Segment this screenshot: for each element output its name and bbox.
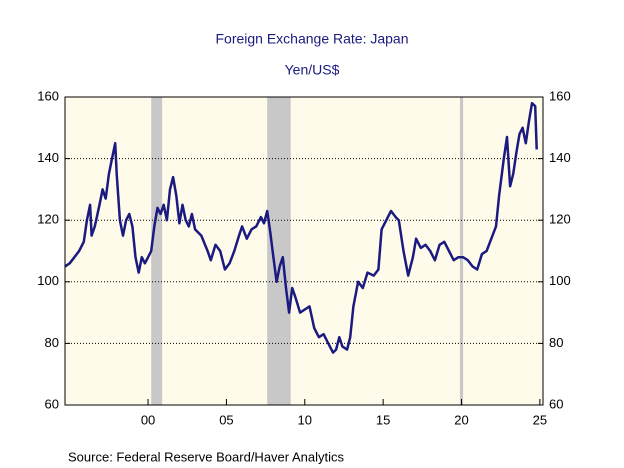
data-line xyxy=(64,101,538,354)
x-tick-label: 25 xyxy=(533,412,547,427)
y2-tick-label: 120 xyxy=(549,212,571,227)
recession-band xyxy=(151,97,163,405)
recession-band xyxy=(459,97,464,405)
chart-subtitle: Yen/US$ xyxy=(285,62,340,78)
x-tick-label: 00 xyxy=(141,412,155,427)
y2-tick-label: 140 xyxy=(549,150,571,165)
y-tick-label: 120 xyxy=(37,212,59,227)
y-tick-label: 100 xyxy=(37,273,59,288)
recession-band xyxy=(267,97,291,405)
x-tick-label: 05 xyxy=(219,412,233,427)
x-tick-label: 15 xyxy=(376,412,390,427)
y2-tick-label: 60 xyxy=(549,396,563,411)
x-tick-label: 10 xyxy=(298,412,312,427)
y-tick-label: 60 xyxy=(45,396,59,411)
y-tick-label: 80 xyxy=(45,335,59,350)
plot-area xyxy=(65,97,543,405)
y-tick-label: 160 xyxy=(37,88,59,103)
source-note: Source: Federal Reserve Board/Haver Anal… xyxy=(68,449,345,464)
y2-tick-label: 80 xyxy=(549,335,563,350)
x-tick-label: 20 xyxy=(454,412,468,427)
plot-frame xyxy=(64,96,544,406)
chart-title: Foreign Exchange Rate: Japan xyxy=(215,31,408,47)
y2-tick-label: 100 xyxy=(549,273,571,288)
y2-tick-label: 160 xyxy=(549,88,571,103)
y-tick-label: 140 xyxy=(37,150,59,165)
